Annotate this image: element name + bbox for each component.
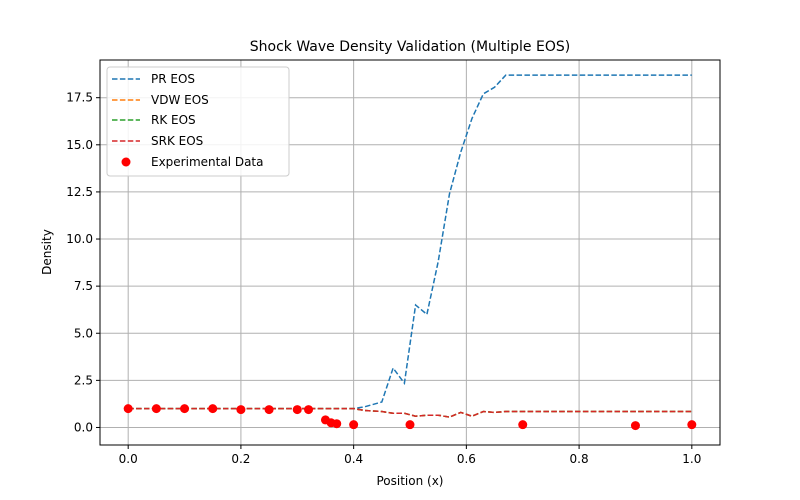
y-tick-label: 15.0 — [66, 138, 93, 152]
y-tick-label: 0.0 — [74, 420, 93, 434]
series-line-pr-eos — [128, 74, 692, 410]
legend-swatch — [121, 157, 131, 167]
x-tick-label: 0.6 — [457, 452, 476, 466]
experimental-data-point — [236, 405, 246, 415]
experimental-data-point — [264, 405, 274, 415]
legend-label: RK EOS — [151, 113, 196, 127]
legend-label: Experimental Data — [151, 155, 264, 169]
legend: PR EOS VDW EOS RK EOS SRK EOS Experimental D… — [106, 66, 290, 177]
experimental-data-point — [405, 420, 415, 430]
scatter-group — [123, 404, 697, 431]
experimental-data-point — [518, 420, 528, 430]
legend-label: PR EOS — [151, 72, 195, 86]
experimental-data-point — [304, 405, 314, 415]
grid — [100, 60, 720, 445]
legend-label: SRK EOS — [151, 134, 203, 148]
experimental-data-point — [151, 404, 161, 414]
y-tick-label: 5.0 — [74, 326, 93, 340]
y-tick-label: 10.0 — [66, 232, 93, 246]
experimental-data-point — [292, 405, 302, 415]
chart-title: Shock Wave Density Validation (Multiple … — [250, 39, 570, 55]
y-tick-label: 12.5 — [66, 185, 93, 199]
series-group — [128, 74, 692, 418]
legend-label: VDW EOS — [151, 93, 209, 107]
experimental-data-point — [630, 421, 640, 431]
x-axis-label: Position (x) — [376, 474, 443, 488]
experimental-data-point — [208, 404, 218, 414]
plot-frame — [99, 59, 721, 446]
experimental-data-point — [123, 404, 133, 414]
experimental-data-point — [687, 420, 697, 430]
x-tick-label: 0.4 — [344, 452, 363, 466]
x-tick-label: 0.8 — [570, 452, 589, 466]
y-axis-label: Density — [40, 229, 54, 275]
y-tick-label: 2.5 — [74, 373, 93, 387]
x-tick-label: 0.0 — [119, 452, 138, 466]
legend-box — [106, 66, 290, 177]
x-tick-label: 0.2 — [231, 452, 250, 466]
y-tick-label: 17.5 — [66, 91, 93, 105]
y-tick-label: 7.5 — [74, 279, 93, 293]
x-tick-label: 1.0 — [682, 452, 701, 466]
experimental-data-point — [180, 404, 190, 414]
ticks-group: 0.0 0.2 0.4 0.6 0.8 1.0 0.0 2.5 5.0 7.5 10.0 12.5 15… — [66, 91, 701, 466]
experimental-data-point — [332, 419, 342, 429]
experimental-data-point — [349, 420, 359, 430]
